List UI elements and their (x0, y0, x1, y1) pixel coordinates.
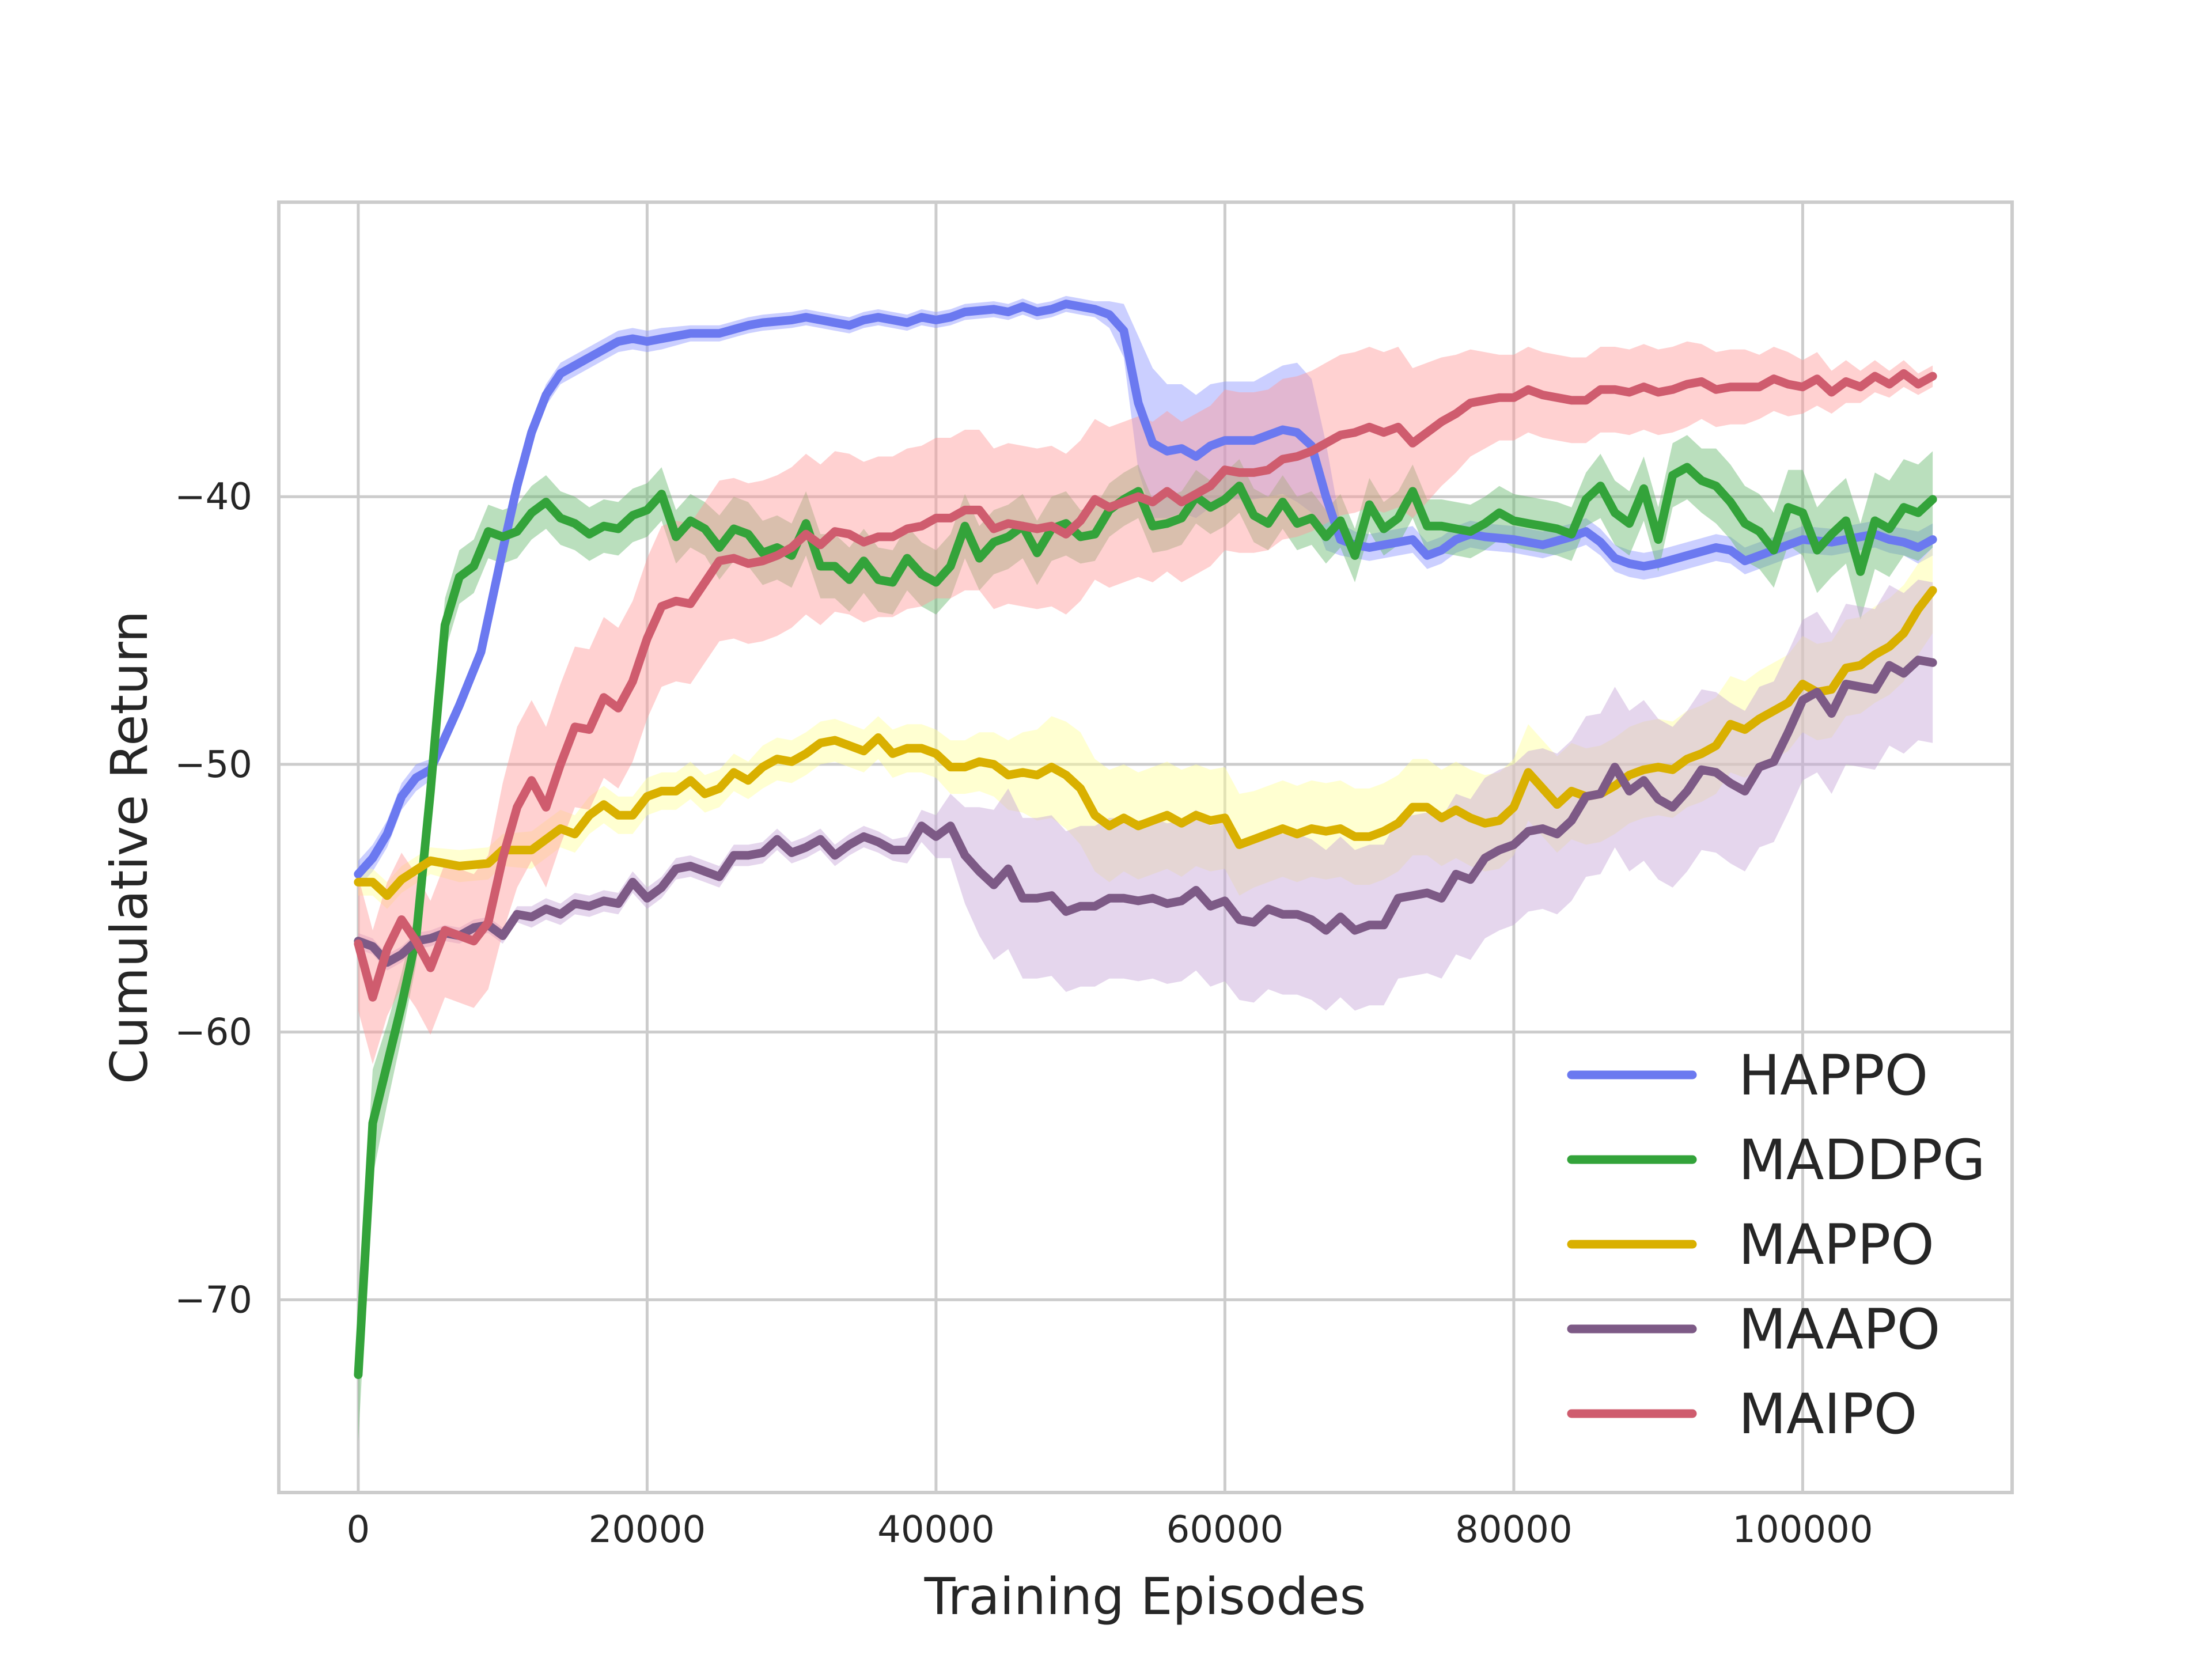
x-tick-label: 60000 (1166, 1509, 1284, 1551)
y-tick-label: −50 (175, 744, 252, 786)
line-maddpg (354, 463, 1937, 1379)
band-mappo (358, 547, 1933, 909)
x-tick-label: 0 (347, 1509, 370, 1551)
legend-label-mappo: MAPPO (1738, 1213, 1934, 1277)
x-tick-label: 100000 (1732, 1509, 1873, 1551)
plot-frame (277, 200, 2014, 1494)
x-tick-label: 40000 (877, 1509, 995, 1551)
legend-label-happo: HAPPO (1738, 1043, 1928, 1108)
band-maapo (358, 579, 1933, 1011)
line-maapo (354, 656, 1937, 967)
legend: HAPPO MADDPG MAPPO MAAPO MAIPO (1567, 1043, 1986, 1446)
y-tick-label: −40 (175, 476, 252, 518)
legend-label-maipo: MAIPO (1738, 1382, 1917, 1446)
x-tick-label: 20000 (589, 1509, 706, 1551)
line-maipo (354, 369, 1937, 1002)
y-axis-ticks: −70 −60 −50 −40 (175, 476, 252, 1321)
y-tick-label: −60 (175, 1012, 252, 1054)
band-maipo (358, 341, 1933, 1065)
x-axis-label: Training Episodes (924, 1567, 1366, 1626)
legend-label-maddpg: MADDPG (1738, 1128, 1986, 1192)
series-lines (354, 300, 1937, 1379)
legend-label-maapo: MAAPO (1738, 1297, 1940, 1362)
line-mappo (354, 586, 1937, 900)
line-happo (354, 300, 1937, 878)
x-tick-label: 80000 (1455, 1509, 1573, 1551)
y-axis-label: Cumulative Return (100, 611, 159, 1084)
x-axis-ticks: 0 20000 40000 60000 80000 100000 (347, 1509, 1873, 1551)
y-tick-label: −70 (175, 1279, 252, 1321)
